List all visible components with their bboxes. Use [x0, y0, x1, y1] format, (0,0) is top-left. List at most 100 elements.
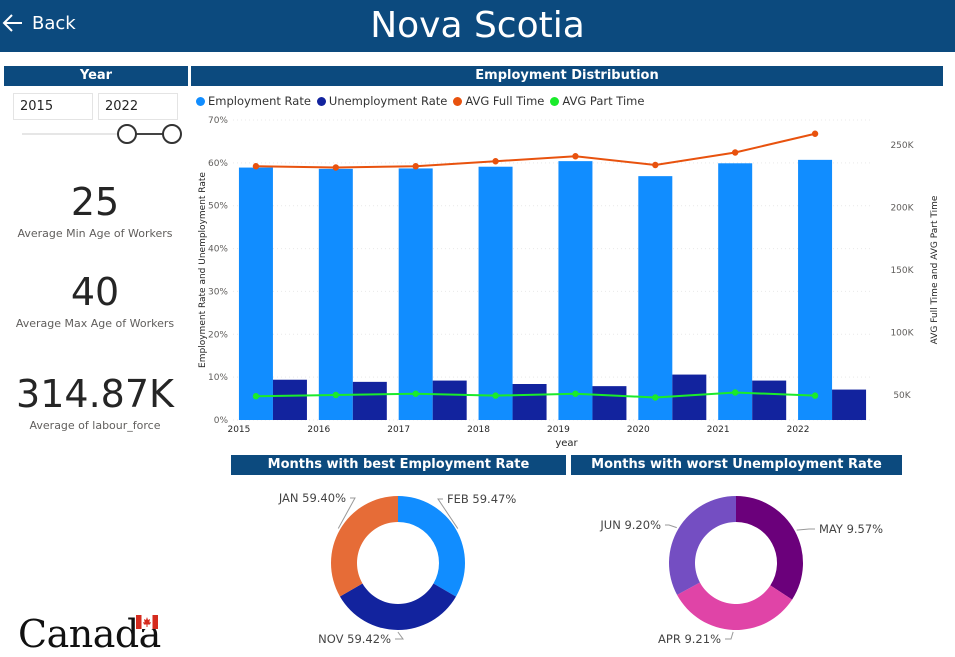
- y-tick-label: 10%: [208, 373, 228, 383]
- legend-item-full-time[interactable]: AVG Full Time: [453, 94, 544, 108]
- x-tick-label: 2016: [307, 425, 330, 435]
- employment-rate-bar: [718, 163, 753, 420]
- end-year-input[interactable]: 2022: [98, 93, 178, 120]
- employment-rate-bar: [638, 176, 673, 420]
- y-tick-label: 60%: [208, 159, 228, 169]
- donut-slice-nov: [339, 583, 456, 630]
- donut-slice-may: [736, 496, 803, 600]
- worst-unemployment-title: Months with worst Unemployment Rate: [571, 455, 902, 475]
- y-tick-label: 70%: [208, 116, 228, 126]
- employment-chart-title: Employment Distribution: [191, 66, 943, 86]
- part-time-point: [811, 392, 819, 399]
- back-label: Back: [32, 12, 76, 34]
- legend-item-employment[interactable]: Employment Rate: [196, 94, 311, 108]
- legend-label: Employment Rate: [208, 94, 311, 108]
- x-tick-label: 2020: [627, 425, 650, 435]
- y-tick-label: 20%: [208, 330, 228, 340]
- kpi-max-age-label: Average Max Age of Workers: [15, 317, 175, 330]
- employment-rate-bar: [798, 159, 833, 420]
- back-button[interactable]: Back: [2, 8, 76, 38]
- donut-label: JUN 9.20%: [599, 518, 661, 532]
- full-time-point: [252, 163, 260, 170]
- kpi-min-age-value: 25: [70, 180, 120, 224]
- donut-label: JAN 59.40%: [278, 491, 346, 505]
- y2-tick-label: 50K: [893, 391, 911, 401]
- kpi-min-age-label: Average Min Age of Workers: [17, 227, 173, 240]
- legend-label: AVG Part Time: [562, 94, 645, 108]
- donut-slice-jun: [669, 496, 736, 595]
- full-time-point: [332, 164, 340, 171]
- legend-label: AVG Full Time: [465, 94, 545, 108]
- unemployment-rate-bar: [672, 374, 707, 420]
- y2-tick-label: 100K: [890, 329, 914, 339]
- part-time-point: [332, 391, 340, 399]
- y2-axis-title: AVG Full Time and AVG Part Time: [930, 195, 940, 344]
- part-time-point: [412, 390, 419, 397]
- unemployment-rate-bar: [832, 389, 867, 420]
- employment-distribution-chart[interactable]: 0% 10% 20% 30% 40% 50% 60% 70% 50K 100K 150K 200K 25…: [191, 110, 951, 455]
- year-slider-end-handle[interactable]: [162, 124, 182, 144]
- donut-leader-line: [337, 497, 356, 529]
- x-tick-label: 2018: [467, 425, 490, 435]
- employment-rate-bar: [558, 161, 593, 420]
- best-employment-donut[interactable]: FEB 59.47% NOV 59.42% JAN 59.40%: [231, 478, 566, 656]
- full-time-point: [811, 130, 819, 137]
- kpi-max-age-value: 40: [70, 270, 120, 314]
- employment-chart-legend: Employment Rate Unemployment Rate AVG Fu…: [196, 93, 650, 109]
- y-tick-label: 0%: [214, 416, 229, 426]
- year-filter-title: Year: [4, 66, 188, 86]
- x-tick-label: 2019: [547, 425, 570, 435]
- unemployment-rate-bar: [752, 380, 787, 420]
- donut-label: MAY 9.57%: [819, 522, 883, 536]
- arrow-left-icon: [2, 14, 22, 32]
- employment-rate-bar: [318, 168, 353, 420]
- full-time-point: [652, 161, 659, 169]
- y-tick-label: 40%: [208, 245, 228, 255]
- unemployment-rate-bar: [352, 381, 387, 420]
- donut-slice-jan: [331, 496, 398, 597]
- legend-item-part-time[interactable]: AVG Part Time: [550, 94, 644, 108]
- legend-marker-icon: [550, 96, 560, 106]
- full-time-line: [255, 132, 816, 169]
- legend-item-unemployment[interactable]: Unemployment Rate: [316, 94, 448, 108]
- part-time-point: [572, 390, 579, 397]
- donut-label: FEB 59.47%: [447, 492, 516, 506]
- y-axis-title: Employment Rate and Unemployment Rate: [198, 172, 208, 368]
- donut-leader-line: [796, 528, 815, 531]
- page-title: Nova Scotia: [370, 5, 585, 46]
- year-slider-track[interactable]: [22, 133, 172, 135]
- x-axis-title: year: [555, 438, 578, 449]
- part-time-point: [731, 389, 739, 396]
- y-tick-label: 30%: [208, 287, 228, 297]
- x-tick-label: 2015: [227, 425, 250, 435]
- x-tick-label: 2022: [787, 425, 810, 435]
- x-tick-label: 2021: [707, 425, 730, 435]
- worst-unemployment-donut[interactable]: MAY 9.57% APR 9.21% JUN 9.20%: [571, 478, 902, 656]
- full-time-point: [572, 153, 579, 160]
- kpi-labour-force-value: 314.87K: [16, 372, 174, 416]
- full-time-point: [731, 149, 739, 156]
- donut-label: APR 9.21%: [658, 632, 721, 646]
- employment-rate-bar: [478, 166, 513, 420]
- part-time-line: [255, 391, 816, 399]
- full-time-point: [492, 158, 499, 165]
- part-time-point: [652, 394, 659, 401]
- donut-leader-line: [725, 631, 734, 640]
- header-bar: [0, 0, 955, 52]
- unemployment-rate-bar: [512, 384, 547, 420]
- part-time-point: [492, 392, 499, 399]
- year-slider-start-handle[interactable]: [117, 124, 137, 144]
- kpi-labour-force-label: Average of labour_force: [29, 419, 161, 432]
- unemployment-rate-bar: [272, 379, 307, 420]
- donut-leader-line: [395, 631, 404, 640]
- y2-tick-label: 200K: [890, 204, 914, 214]
- canada-wordmark-logo: Canada: [18, 612, 161, 656]
- donut-leader-line: [665, 524, 677, 529]
- employment-rate-bar: [398, 168, 433, 420]
- legend-marker-icon: [453, 96, 463, 106]
- legend-marker-icon: [196, 96, 205, 106]
- legend-label: Unemployment Rate: [328, 94, 448, 108]
- x-tick-label: 2017: [387, 425, 410, 435]
- start-year-input[interactable]: 2015: [13, 93, 93, 120]
